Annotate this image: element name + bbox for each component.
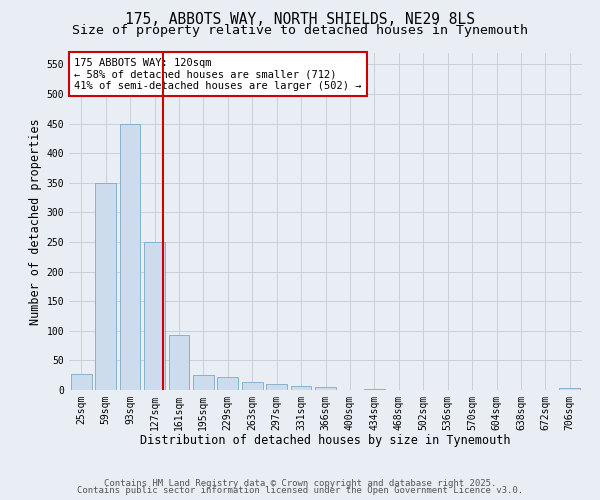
X-axis label: Distribution of detached houses by size in Tynemouth: Distribution of detached houses by size … [140,434,511,448]
Bar [266,384,287,390]
Bar [559,388,580,390]
Bar [193,375,214,390]
Text: Contains HM Land Registry data © Crown copyright and database right 2025.: Contains HM Land Registry data © Crown c… [104,478,496,488]
Bar [315,387,336,390]
Bar [71,374,92,390]
Bar [242,382,263,390]
Bar [144,242,165,390]
Text: Contains public sector information licensed under the Open Government Licence v3: Contains public sector information licen… [77,486,523,495]
Bar [217,377,238,390]
Y-axis label: Number of detached properties: Number of detached properties [29,118,43,324]
Text: Size of property relative to detached houses in Tynemouth: Size of property relative to detached ho… [72,24,528,37]
Bar [119,124,140,390]
Bar [95,183,116,390]
Bar [169,335,190,390]
Bar [290,386,311,390]
Text: 175 ABBOTS WAY: 120sqm
← 58% of detached houses are smaller (712)
41% of semi-de: 175 ABBOTS WAY: 120sqm ← 58% of detached… [74,58,362,91]
Text: 175, ABBOTS WAY, NORTH SHIELDS, NE29 8LS: 175, ABBOTS WAY, NORTH SHIELDS, NE29 8LS [125,12,475,28]
